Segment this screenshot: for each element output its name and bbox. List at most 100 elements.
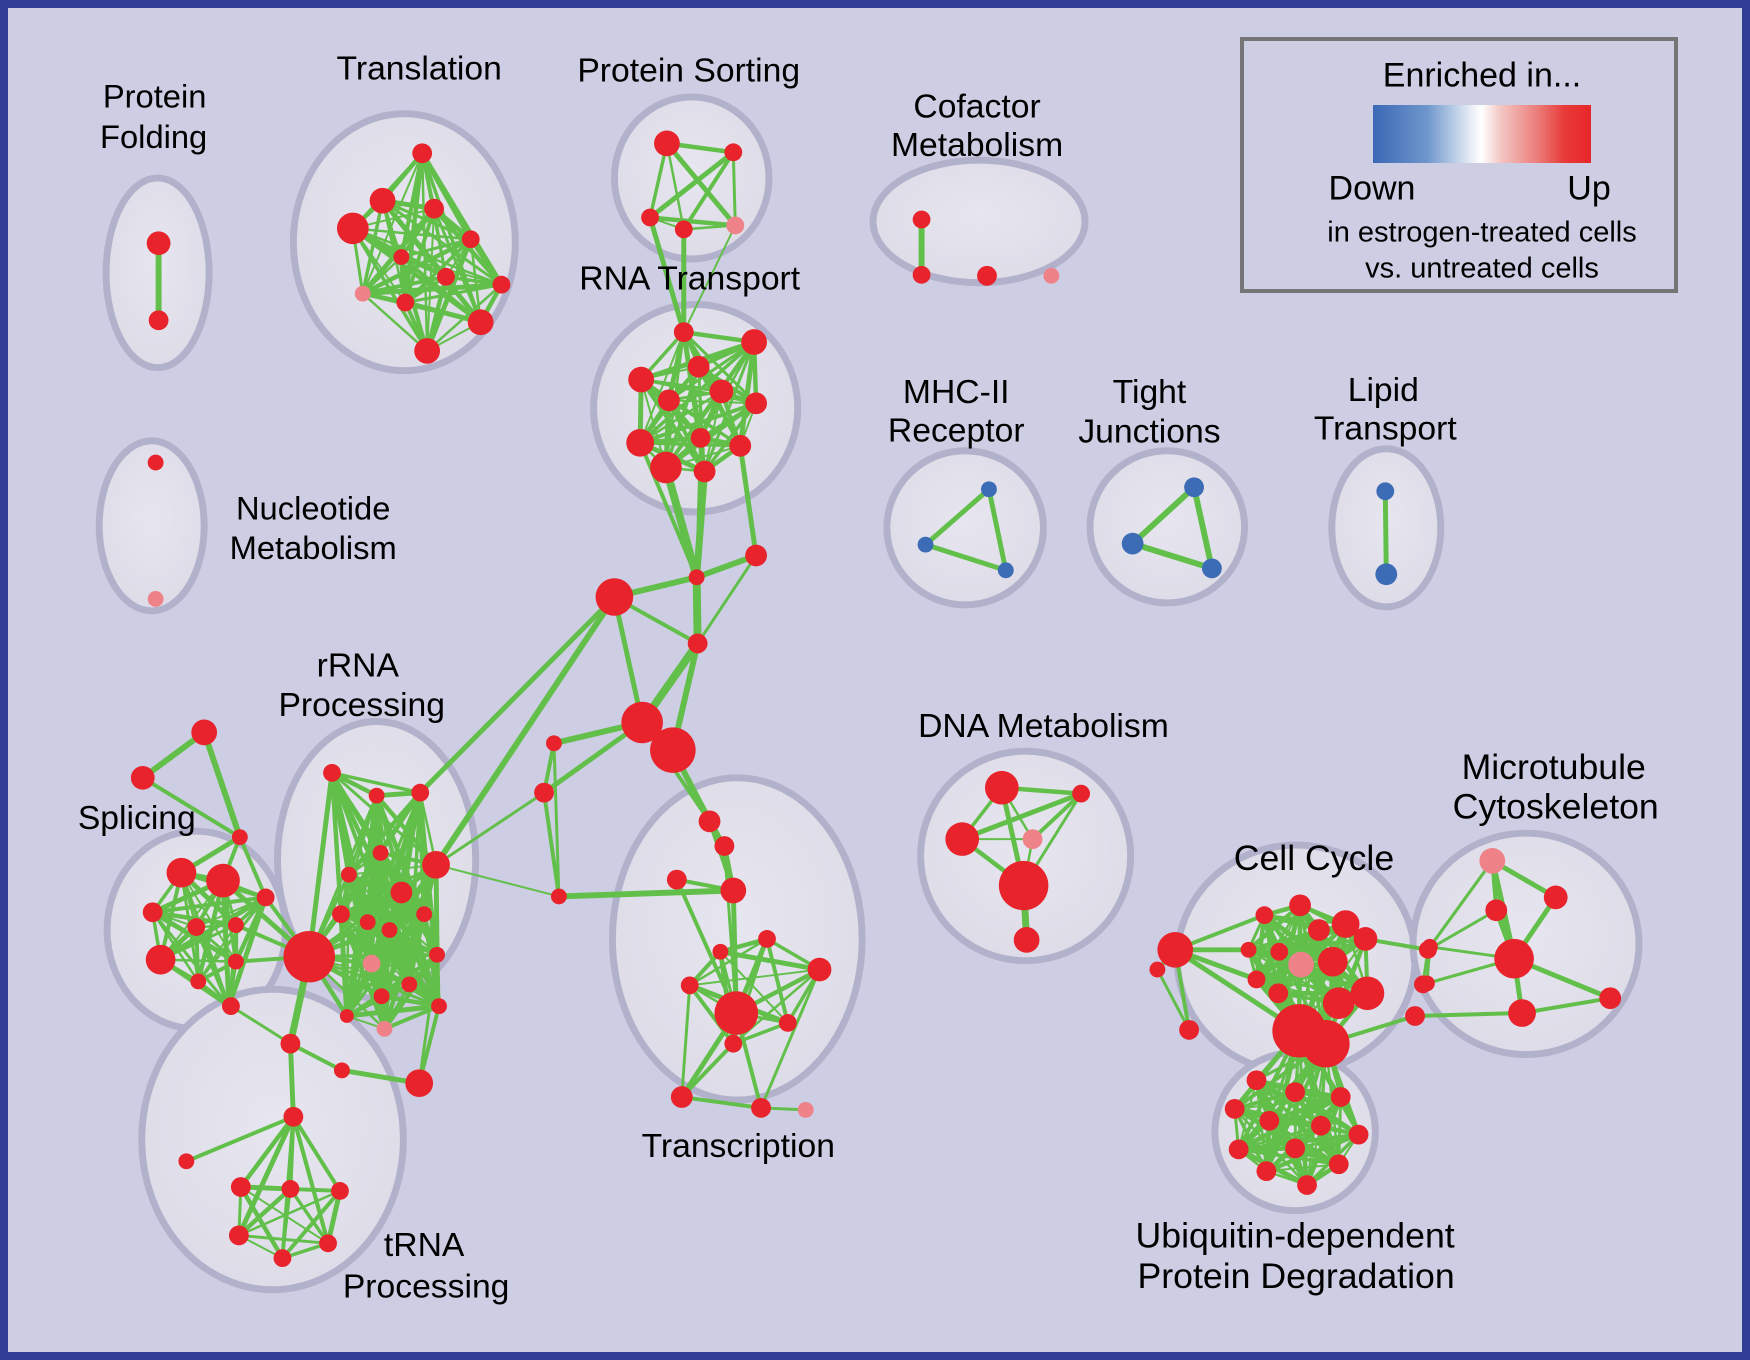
node-cc7 <box>1240 941 1257 958</box>
edge-tx8-tx14 <box>759 968 821 1110</box>
node-dm6 <box>1013 927 1040 953</box>
node-rt6 <box>709 379 734 404</box>
node-sp7 <box>190 973 207 990</box>
node-ub7 <box>1348 1124 1369 1145</box>
node-rr6 <box>390 881 413 904</box>
legend-down-label: Down <box>1328 169 1416 208</box>
edge-translation-mesh <box>399 237 473 259</box>
edge-splicing-mesh <box>151 910 231 1008</box>
node-rr4 <box>372 845 389 861</box>
edge-tx5-b2 <box>542 790 561 899</box>
node-tx5 <box>550 888 567 905</box>
node-cc6 <box>1270 942 1289 961</box>
edge-protein-sorting-mesh <box>665 142 686 231</box>
edge-transcription-core-mesh <box>687 983 736 1046</box>
cluster-ellipse-cofactor-metabolism <box>869 156 1089 287</box>
node-tn11 <box>273 1249 292 1268</box>
node-ub6 <box>1310 1115 1331 1136</box>
node-t3 <box>424 198 444 219</box>
edge-rrna-mesh <box>330 771 422 795</box>
edge-ps5-rt1 <box>682 224 737 334</box>
edge-lt1-lt2 <box>1382 488 1389 577</box>
node-s2 <box>130 765 155 790</box>
node-sp3 <box>142 902 163 923</box>
edge-trna-hex-mesh <box>237 1189 342 1237</box>
node-tn13 <box>376 1020 393 1037</box>
edge-tn3-rr13 <box>417 953 439 1085</box>
node-rt5 <box>658 389 680 412</box>
edge-trna-hex-mesh <box>238 1184 285 1261</box>
cluster-label-nucleotide-metabolism-line2: Metabolism <box>230 529 397 566</box>
node-tn1 <box>280 1033 301 1054</box>
cluster-label-lipid-transport-line2: Transport <box>1314 411 1457 448</box>
node-cc5 <box>1353 927 1378 951</box>
cluster-label-trna-processing-line2: Processing <box>343 1268 510 1305</box>
edge-cell-cycle-mesh <box>1246 903 1303 953</box>
edge-translation-mesh <box>425 283 503 353</box>
node-tx6 <box>758 930 776 948</box>
edge-tx12-tx13 <box>679 1041 736 1100</box>
node-cc3 <box>1308 919 1330 941</box>
node-mt1 <box>1479 848 1506 874</box>
node-mh1 <box>981 481 997 498</box>
edge-mh1-mh2 <box>923 486 992 548</box>
edge-translation-mesh <box>381 199 503 287</box>
cluster-ellipse-mhc-ii-receptor <box>883 447 1047 609</box>
node-cf1 <box>912 210 931 229</box>
node-t11 <box>414 338 441 364</box>
cluster-ellipse-dna-metabolism <box>917 747 1135 965</box>
cluster-label-ubiquitin-degradation-line2: Protein Degradation <box>1138 1256 1455 1296</box>
edge-tn1-tn4 <box>287 1041 296 1120</box>
node-cc13 <box>1322 987 1355 1019</box>
node-pf1 <box>146 231 171 256</box>
node-pf2 <box>148 310 169 331</box>
node-ps4 <box>674 220 693 239</box>
cluster-label-trna-processing-line1: tRNA <box>384 1227 465 1264</box>
node-tx13 <box>670 1086 693 1108</box>
legend-subtitle-line1: in estrogen-treated cells <box>1327 216 1637 249</box>
cluster-label-protein-folding-line2: Folding <box>100 118 207 155</box>
edge-trna-hex-mesh <box>325 1188 343 1246</box>
cluster-ellipse-protein-sorting <box>610 93 773 263</box>
node-t4 <box>336 212 369 245</box>
node-h5 <box>621 701 663 744</box>
node-mt3 <box>1485 899 1508 922</box>
node-cf2 <box>912 265 931 284</box>
node-cc9 <box>1247 970 1266 989</box>
node-dm4 <box>1022 829 1043 849</box>
edge-rrna-mesh <box>339 863 438 916</box>
node-cc17 <box>1179 1019 1200 1040</box>
edge-trna-hex-mesh <box>288 1187 330 1246</box>
node-CCH2 <box>1302 1019 1350 1068</box>
edge-rt10-h2 <box>737 443 759 558</box>
node-tx7 <box>712 943 729 960</box>
node-cc10 <box>1268 983 1289 1004</box>
node-tn8 <box>331 1182 349 1200</box>
node-tn6 <box>230 1177 251 1197</box>
node-ps3 <box>641 208 659 227</box>
node-dm1 <box>984 770 1019 805</box>
node-tx10 <box>714 991 759 1035</box>
edge-rrna-mesh <box>347 863 438 876</box>
cluster-label-protein-folding-line1: Protein <box>103 77 207 114</box>
edge-rrna-mesh <box>435 953 441 1008</box>
edge-rna-transport-mesh <box>703 340 756 473</box>
node-mt2 <box>1543 885 1568 910</box>
node-t7 <box>437 267 455 286</box>
edge-tj2-tj3 <box>1129 540 1215 572</box>
node-mt6 <box>1418 975 1435 992</box>
node-lt1 <box>1376 482 1395 501</box>
cluster-label-tight-junctions-line1: Tight <box>1113 374 1187 411</box>
edge-translation-mesh <box>360 237 473 296</box>
node-h3 <box>595 578 634 616</box>
node-rt8 <box>626 428 655 457</box>
node-ps5 <box>726 216 745 235</box>
node-rr12 <box>401 976 418 993</box>
edge-rt11-h1 <box>661 463 701 582</box>
node-tn2 <box>333 1062 350 1079</box>
edge-mh1-mh3 <box>986 486 1009 573</box>
node-sp8 <box>227 953 244 970</box>
node-mt4 <box>1494 938 1534 979</box>
node-rr15 <box>431 998 447 1015</box>
